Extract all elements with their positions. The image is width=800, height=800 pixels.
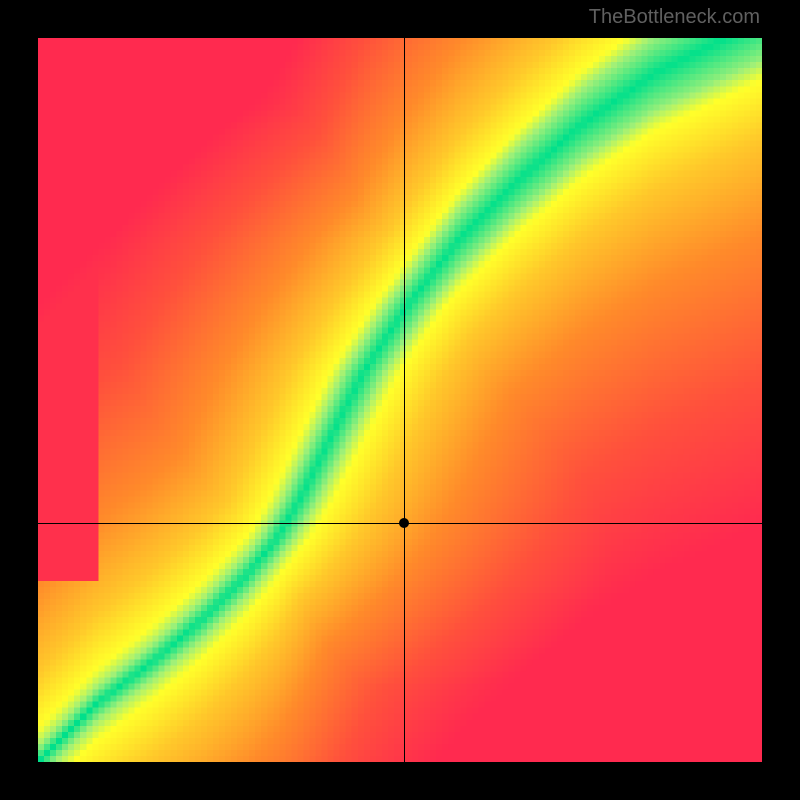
crosshair-vertical	[404, 38, 405, 762]
heatmap-canvas	[38, 38, 762, 762]
watermark-text: TheBottleneck.com	[589, 6, 760, 29]
crosshair-dot	[399, 518, 409, 528]
heatmap-plot	[38, 38, 762, 762]
